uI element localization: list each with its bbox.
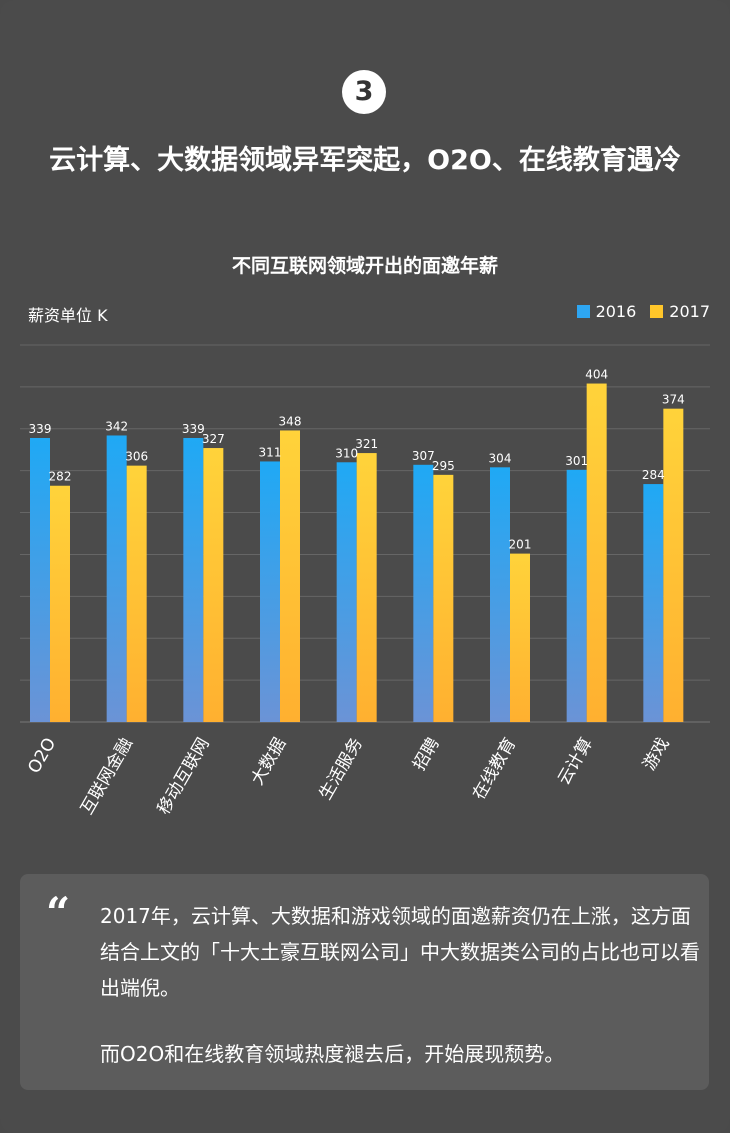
x-tick-label-5: 招聘 bbox=[409, 735, 443, 774]
bar-2016-6 bbox=[490, 467, 510, 722]
x-tick-labels: O2O 互联网金融 移动互联网 大数据 生活服务 招聘 在线教育 云计算 游戏 bbox=[24, 735, 673, 819]
data-label-2017-3: 348 bbox=[279, 414, 302, 428]
bar-2017-2 bbox=[203, 448, 224, 722]
bar-2017-1 bbox=[126, 465, 147, 722]
bar-2016-2 bbox=[183, 437, 204, 722]
x-tick-label-0: O2O bbox=[24, 735, 60, 778]
bar-2016-7 bbox=[566, 469, 587, 722]
bar-2016-8 bbox=[643, 484, 664, 722]
bar-2016-3 bbox=[260, 461, 280, 722]
bars bbox=[30, 383, 684, 722]
data-label-2016-0: 339 bbox=[29, 422, 52, 436]
legend-label-2017: 2017 bbox=[669, 302, 710, 321]
data-label-2017-4: 321 bbox=[355, 437, 378, 451]
data-label-2016-3: 311 bbox=[259, 445, 282, 459]
bar-2017-6 bbox=[510, 553, 530, 722]
x-tick-label-1: 互联网金融 bbox=[77, 735, 137, 819]
quote-mark: “ bbox=[46, 888, 71, 937]
legend-item-2016: 2016 bbox=[576, 302, 637, 321]
data-label-2017-2: 327 bbox=[202, 432, 225, 446]
data-label-2017-5: 295 bbox=[432, 459, 455, 473]
data-label-2016-5: 307 bbox=[412, 449, 435, 463]
callout-paragraph-2: 而O2O和在线教育领域热度褪去后，开始展现颓势。 bbox=[100, 1042, 565, 1066]
callout-text: 2017年，云计算、大数据和游戏领域的面邀薪资仍在上涨，这方面结合上文的「十大土… bbox=[100, 898, 700, 1072]
legend-swatch-2016 bbox=[576, 305, 590, 318]
bar-2016-4 bbox=[336, 462, 357, 722]
data-label-2017-6: 201 bbox=[509, 538, 532, 552]
data-label-2017-0: 282 bbox=[49, 470, 72, 484]
headline: 云计算、大数据领域异军突起，O2O、在线教育遇冷 bbox=[49, 145, 681, 176]
chart-legend: 2016 2017 bbox=[563, 302, 710, 321]
bar-2017-8 bbox=[663, 408, 684, 722]
bar-2017-3 bbox=[280, 430, 300, 722]
data-label-2016-7: 301 bbox=[565, 454, 588, 468]
data-label-2016-2: 339 bbox=[182, 422, 205, 436]
unit-label: 薪资单位 K bbox=[28, 306, 108, 325]
section-number-badge: 3 bbox=[342, 70, 386, 114]
data-label-2016-1: 342 bbox=[105, 419, 128, 433]
bar-2017-4 bbox=[356, 453, 377, 722]
data-label-2016-6: 304 bbox=[489, 451, 512, 465]
x-tick-label-3: 大数据 bbox=[248, 735, 291, 789]
bar-2017-5 bbox=[433, 474, 454, 722]
x-tick-label-8: 游戏 bbox=[639, 735, 673, 774]
x-tick-label-2: 移动互联网 bbox=[154, 735, 214, 819]
legend-item-2017: 2017 bbox=[650, 302, 710, 321]
callout-paragraph-1: 2017年，云计算、大数据和游戏领域的面邀薪资仍在上涨，这方面结合上文的「十大土… bbox=[100, 904, 700, 1000]
data-labels: 3392823423063393273113483103213072953042… bbox=[29, 368, 685, 552]
data-label-2016-8: 284 bbox=[642, 468, 665, 482]
legend-label-2016: 2016 bbox=[595, 302, 637, 321]
bar-2017-0 bbox=[50, 485, 70, 722]
data-label-2017-8: 374 bbox=[662, 393, 685, 407]
x-tick-label-6: 在线教育 bbox=[469, 735, 520, 804]
bar-2016-1 bbox=[106, 435, 127, 722]
x-tick-label-7: 云计算 bbox=[554, 735, 597, 789]
quote-callout: “ 2017年，云计算、大数据和游戏领域的面邀薪资仍在上涨，这方面结合上文的「十… bbox=[20, 874, 709, 1090]
x-tick-label-4: 生活服务 bbox=[316, 735, 367, 804]
bar-chart: 3392823423063393273113483103213072953042… bbox=[20, 344, 710, 819]
bar-2017-7 bbox=[586, 383, 607, 722]
data-label-2016-4: 310 bbox=[335, 446, 358, 460]
legend-swatch-2017 bbox=[650, 305, 664, 318]
bar-2016-5 bbox=[413, 464, 434, 722]
data-label-2017-7: 404 bbox=[585, 368, 608, 382]
chart-title: 不同互联网领域开出的面邀年薪 bbox=[231, 255, 498, 277]
bar-2016-0 bbox=[30, 437, 50, 722]
data-label-2017-1: 306 bbox=[125, 450, 148, 464]
